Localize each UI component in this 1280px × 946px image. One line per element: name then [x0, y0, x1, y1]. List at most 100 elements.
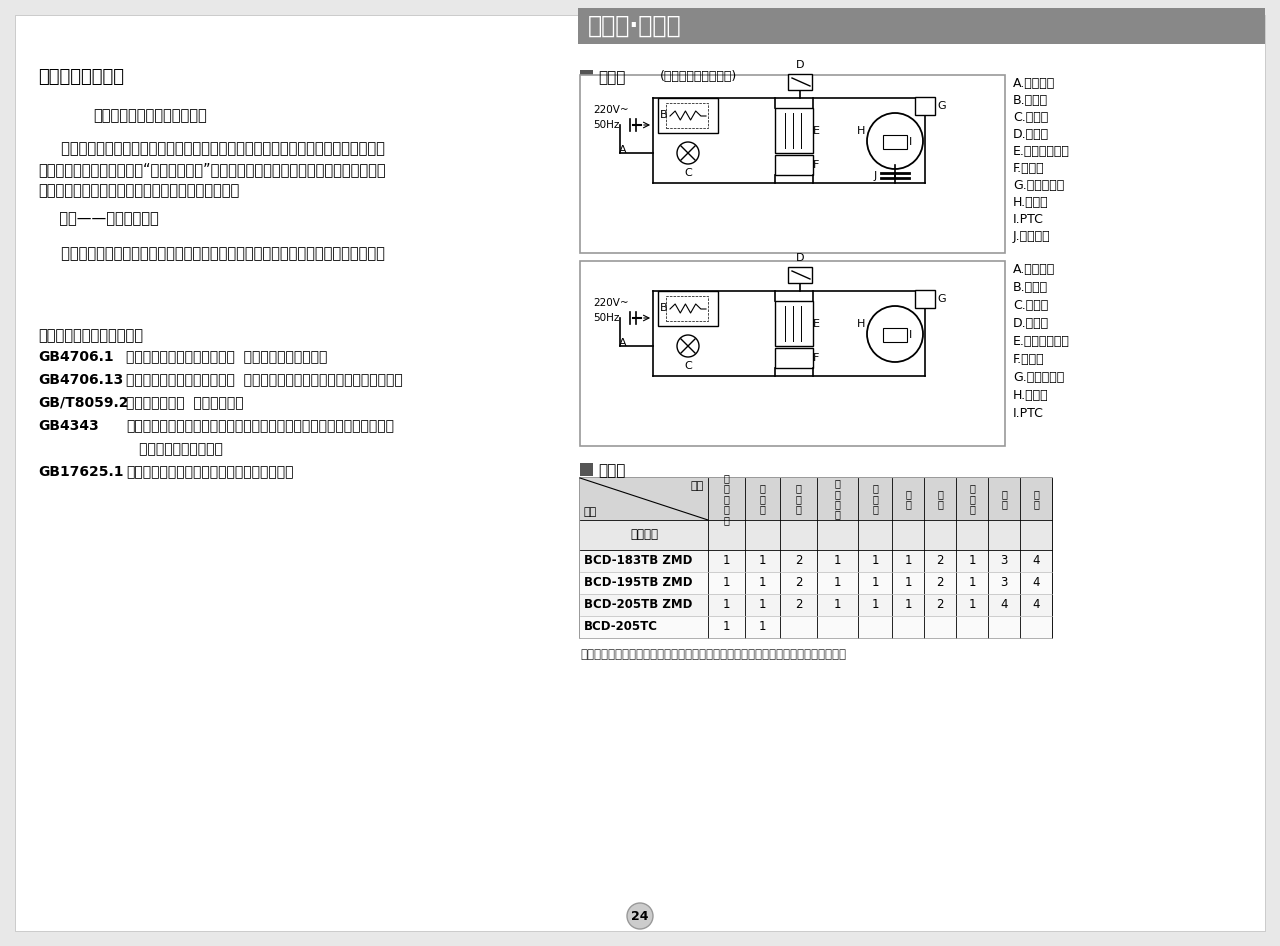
- Text: BCD-183TB ZMD: BCD-183TB ZMD: [584, 554, 692, 568]
- Text: J: J: [874, 171, 877, 181]
- Text: BCD-205TC: BCD-205TC: [584, 621, 658, 634]
- Text: 《家用和类似用途电器的安全  第一部分：通用要求》: 《家用和类似用途电器的安全 第一部分：通用要求》: [125, 350, 328, 364]
- Bar: [580, 594, 1052, 616]
- Text: 使
用
说
明
书: 使 用 说 明 书: [723, 473, 730, 525]
- Text: 线路图·装箱单: 线路图·装箱单: [588, 14, 682, 38]
- Text: B.灯开关: B.灯开关: [1012, 94, 1048, 107]
- Bar: [580, 520, 1052, 550]
- Text: A: A: [620, 145, 627, 155]
- Bar: [580, 572, 1052, 594]
- Text: D: D: [796, 253, 804, 263]
- Bar: [580, 70, 593, 83]
- Text: A.电源插头: A.电源插头: [1012, 263, 1055, 276]
- Bar: [658, 291, 718, 326]
- Text: 3: 3: [1000, 554, 1007, 568]
- Text: GB/T8059.2: GB/T8059.2: [38, 396, 128, 410]
- Text: 4: 4: [1032, 599, 1039, 611]
- Text: 1: 1: [872, 554, 879, 568]
- Bar: [774, 155, 813, 175]
- Bar: [580, 463, 593, 476]
- Bar: [788, 74, 812, 90]
- Bar: [580, 75, 1005, 253]
- Text: 海尔产品质量优，性能佳。为了方便您使用，请仔细阅读说明书，并按照说明书的步: 海尔产品质量优，性能佳。为了方便您使用，请仔细阅读说明书，并按照说明书的步: [38, 141, 385, 156]
- Text: 2: 2: [795, 554, 803, 568]
- Text: 4: 4: [1032, 576, 1039, 589]
- Text: A: A: [620, 338, 627, 348]
- Text: 由于产品的改进，您所购买的海尔冰箱可能与说明书中介绍不完全一致，谨此致歉。: 由于产品的改进，您所购买的海尔冰箱可能与说明书中介绍不完全一致，谨此致歉。: [38, 246, 385, 261]
- Text: 2: 2: [795, 599, 803, 611]
- Bar: [883, 328, 908, 342]
- Bar: [774, 301, 813, 346]
- Text: 3: 3: [1000, 576, 1007, 589]
- Bar: [774, 108, 813, 153]
- Text: 2: 2: [936, 554, 943, 568]
- Text: 骤操作。自始至终，海尔的“国际星级服务”将伴随着您，使用时无论有什么问题，请按照: 骤操作。自始至终，海尔的“国际星级服务”将伴随着您，使用时无论有什么问题，请按照: [38, 162, 385, 177]
- Text: 透
孔
插: 透 孔 插: [969, 483, 975, 515]
- Text: (具体型号以铭牌为准): (具体型号以铭牌为准): [660, 70, 737, 83]
- Bar: [580, 261, 1005, 446]
- Text: 1: 1: [872, 576, 879, 589]
- Text: 保
湿
盖
板: 保 湿 盖 板: [835, 479, 841, 519]
- Text: B.灯开关: B.灯开关: [1012, 281, 1048, 294]
- Text: B: B: [660, 110, 668, 120]
- Text: 1: 1: [723, 621, 731, 634]
- Text: H: H: [856, 126, 865, 136]
- Text: GB4706.1: GB4706.1: [38, 350, 114, 364]
- Text: 线路图: 线路图: [598, 70, 626, 85]
- Text: J.运行电容: J.运行电容: [1012, 230, 1051, 243]
- Text: 装箱单: 装箱单: [598, 463, 626, 478]
- Text: G: G: [937, 101, 946, 111]
- Text: 1: 1: [723, 599, 731, 611]
- Text: 注：本产品因不断研究改进，保留冰箱各部件的变更权利，恕不另行通知，敬请谅解。: 注：本产品因不断研究改进，保留冰箱各部件的变更权利，恕不另行通知，敬请谅解。: [580, 648, 846, 661]
- Bar: [580, 478, 1052, 638]
- Text: B: B: [660, 303, 668, 313]
- Text: BCD-195TB ZMD: BCD-195TB ZMD: [584, 576, 692, 589]
- Text: I.PTC: I.PTC: [1012, 213, 1044, 226]
- Text: 1: 1: [833, 554, 841, 568]
- Text: 50Hz: 50Hz: [593, 120, 620, 130]
- Text: GB4706.13: GB4706.13: [38, 373, 123, 387]
- Text: 数量: 数量: [691, 481, 704, 491]
- Text: 1: 1: [759, 621, 767, 634]
- Bar: [666, 103, 708, 128]
- Text: G: G: [937, 294, 946, 304]
- Text: H.压缩机: H.压缩机: [1012, 196, 1048, 209]
- Text: 1: 1: [759, 554, 767, 568]
- Bar: [666, 296, 708, 321]
- Text: E.磁敏温度开关: E.磁敏温度开关: [1012, 145, 1070, 158]
- Text: A.电源插头: A.电源插头: [1012, 77, 1055, 90]
- Text: 2: 2: [795, 576, 803, 589]
- Bar: [883, 135, 908, 149]
- Text: E: E: [813, 319, 820, 329]
- Text: 1: 1: [904, 599, 911, 611]
- Text: 蛋
盒: 蛋 盒: [937, 489, 943, 509]
- Bar: [580, 616, 1052, 638]
- Text: 保
修
证: 保 修 证: [759, 483, 765, 515]
- Bar: [774, 348, 813, 368]
- Bar: [658, 98, 718, 133]
- Text: 1: 1: [833, 599, 841, 611]
- Text: F: F: [813, 353, 819, 363]
- Text: G.过载保护器: G.过载保护器: [1012, 179, 1064, 192]
- Text: C.照明灯: C.照明灯: [1012, 299, 1048, 312]
- Text: D.温控器: D.温控器: [1012, 317, 1050, 330]
- Text: 1: 1: [904, 576, 911, 589]
- Text: 220V~: 220V~: [593, 105, 628, 115]
- Text: 搁
物
架: 搁 物 架: [796, 483, 801, 515]
- Text: 名称: 名称: [584, 507, 598, 517]
- Text: 4: 4: [1000, 599, 1007, 611]
- Text: 海尔——真诚到永远！: 海尔——真诚到永远！: [50, 211, 159, 226]
- Text: 瓶
座: 瓶 座: [1033, 489, 1039, 509]
- Text: 《家用和类似用途电器的安全  制冷器具、冰淇淋机和制冰机的特殊要求》: 《家用和类似用途电器的安全 制冷器具、冰淇淋机和制冰机的特殊要求》: [125, 373, 403, 387]
- Text: E.磁敏温度开关: E.磁敏温度开关: [1012, 335, 1070, 348]
- Text: 产品型号: 产品型号: [630, 529, 658, 541]
- Text: 1: 1: [968, 554, 975, 568]
- Text: 50Hz: 50Hz: [593, 313, 620, 323]
- Text: 该系列冰箱执行国家标准：: 该系列冰箱执行国家标准：: [38, 328, 143, 343]
- Bar: [579, 8, 1265, 44]
- Bar: [580, 550, 1052, 572]
- Text: 拒
屉: 拒 屉: [1001, 489, 1007, 509]
- Text: H: H: [856, 319, 865, 329]
- Text: 4: 4: [1032, 554, 1039, 568]
- Text: 24: 24: [631, 909, 649, 922]
